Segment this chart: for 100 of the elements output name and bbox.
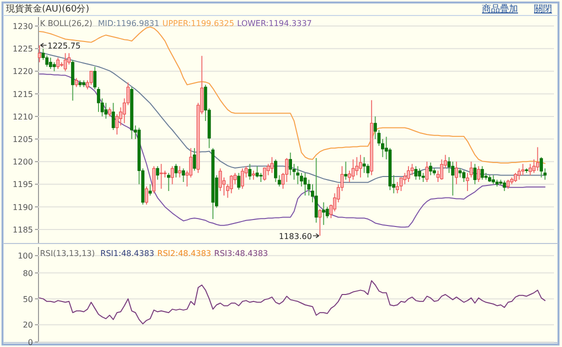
candlestick	[406, 166, 410, 182]
candlestick	[322, 202, 326, 226]
candlestick	[167, 172, 170, 192]
candlestick	[148, 184, 152, 196]
candlestick	[480, 166, 484, 180]
candlestick	[396, 181, 399, 194]
candlestick	[230, 174, 233, 194]
candlestick	[352, 158, 355, 180]
candlestick	[182, 168, 185, 182]
legend-title: RSI(13,13,13)	[40, 249, 98, 258]
candlestick	[304, 172, 307, 196]
y-tick-label: 1230	[12, 22, 33, 32]
candlestick	[514, 172, 518, 182]
candlestick	[262, 167, 266, 182]
candlestick	[240, 168, 244, 190]
candlestick	[362, 156, 366, 174]
y-tick-label: 1200	[12, 158, 33, 167]
candlestick	[178, 166, 182, 178]
y-tick-label: 100	[18, 252, 33, 261]
candlestick	[144, 186, 148, 206]
candlestick	[74, 78, 78, 88]
y-tick-label: 1195	[12, 180, 33, 190]
candlestick	[174, 163, 178, 178]
candlestick	[425, 161, 429, 182]
legend-title: K BOLL(26,2)	[40, 19, 95, 28]
candlestick	[528, 163, 532, 176]
candlestick	[458, 168, 462, 178]
text: MID:1196.9831	[98, 19, 160, 28]
y-tick-label: 50	[22, 294, 33, 304]
candlestick	[454, 161, 458, 185]
candlestick	[104, 102, 108, 120]
candlestick	[252, 170, 256, 180]
candlestick	[440, 158, 444, 180]
candlestick	[259, 172, 262, 182]
candlestick	[492, 174, 495, 185]
candlestick	[473, 163, 476, 185]
annotation: 1183.60	[278, 232, 312, 241]
line-series	[39, 280, 546, 324]
candlestick	[451, 161, 454, 196]
candlestick	[296, 166, 300, 185]
candlestick	[288, 152, 292, 176]
candlestick	[400, 176, 403, 192]
y-tick-label: 1190	[12, 202, 33, 212]
candlestick	[71, 59, 74, 102]
candlestick	[152, 166, 156, 194]
candlestick	[518, 168, 521, 180]
candlestick	[344, 161, 348, 180]
y-tick-label: 1210	[12, 112, 33, 122]
candlestick	[476, 166, 480, 182]
candlestick	[447, 156, 451, 174]
candlestick	[256, 166, 259, 178]
candlestick	[270, 156, 274, 174]
candlestick	[506, 179, 510, 190]
y-tick-label: 0	[28, 338, 33, 347]
candlestick	[170, 166, 174, 185]
y-tick-label: 1205	[12, 135, 33, 144]
candlestick	[318, 208, 322, 236]
candlestick	[56, 57, 60, 70]
candlestick	[112, 102, 115, 130]
candlestick	[45, 54, 48, 68]
candlestick	[422, 172, 425, 182]
y-tick-label: 1220	[12, 67, 33, 76]
candlestick	[462, 170, 466, 182]
candlestick	[38, 44, 42, 63]
y-tick-label: 1185	[12, 225, 33, 234]
candlestick	[48, 57, 52, 70]
text: LOWER:1194.3337	[237, 19, 312, 28]
y-tick-label: 1225	[12, 44, 33, 54]
candlestick	[414, 166, 418, 180]
candlestick	[108, 106, 112, 117]
candlestick	[314, 158, 318, 224]
candlestick	[237, 172, 240, 190]
text: 商品疊加	[482, 4, 518, 14]
candlestick	[358, 154, 362, 178]
legend-label: RSI2:48.4383	[157, 249, 212, 258]
candlestick	[429, 162, 432, 176]
candlestick	[418, 168, 422, 180]
candlestick	[248, 163, 252, 180]
candlestick	[160, 163, 163, 190]
series-label: UPPER:1199.6325	[162, 19, 234, 28]
chart-title: 現貨黃金(AU)(60分)	[6, 4, 90, 14]
text: RSI3:48.4383	[214, 249, 268, 258]
y-tick-label: 1215	[12, 90, 33, 99]
candlestick	[274, 158, 278, 182]
candlestick	[536, 146, 540, 172]
text: 關閉	[534, 4, 552, 14]
legend-label: RSI1:48.4383	[100, 249, 154, 258]
annotation: 1225.75	[48, 41, 81, 50]
candlestick	[502, 180, 506, 192]
y-tick-label: 20	[22, 320, 33, 330]
candlestick	[540, 156, 543, 178]
candlestick	[156, 166, 160, 180]
candlestick	[64, 52, 67, 72]
candlestick	[366, 163, 370, 178]
candlestick	[521, 163, 524, 176]
y-tick-label: 80	[22, 268, 33, 278]
candlestick	[90, 70, 93, 86]
candlestick	[218, 168, 222, 192]
candlestick	[192, 148, 196, 172]
candlestick	[355, 156, 358, 176]
